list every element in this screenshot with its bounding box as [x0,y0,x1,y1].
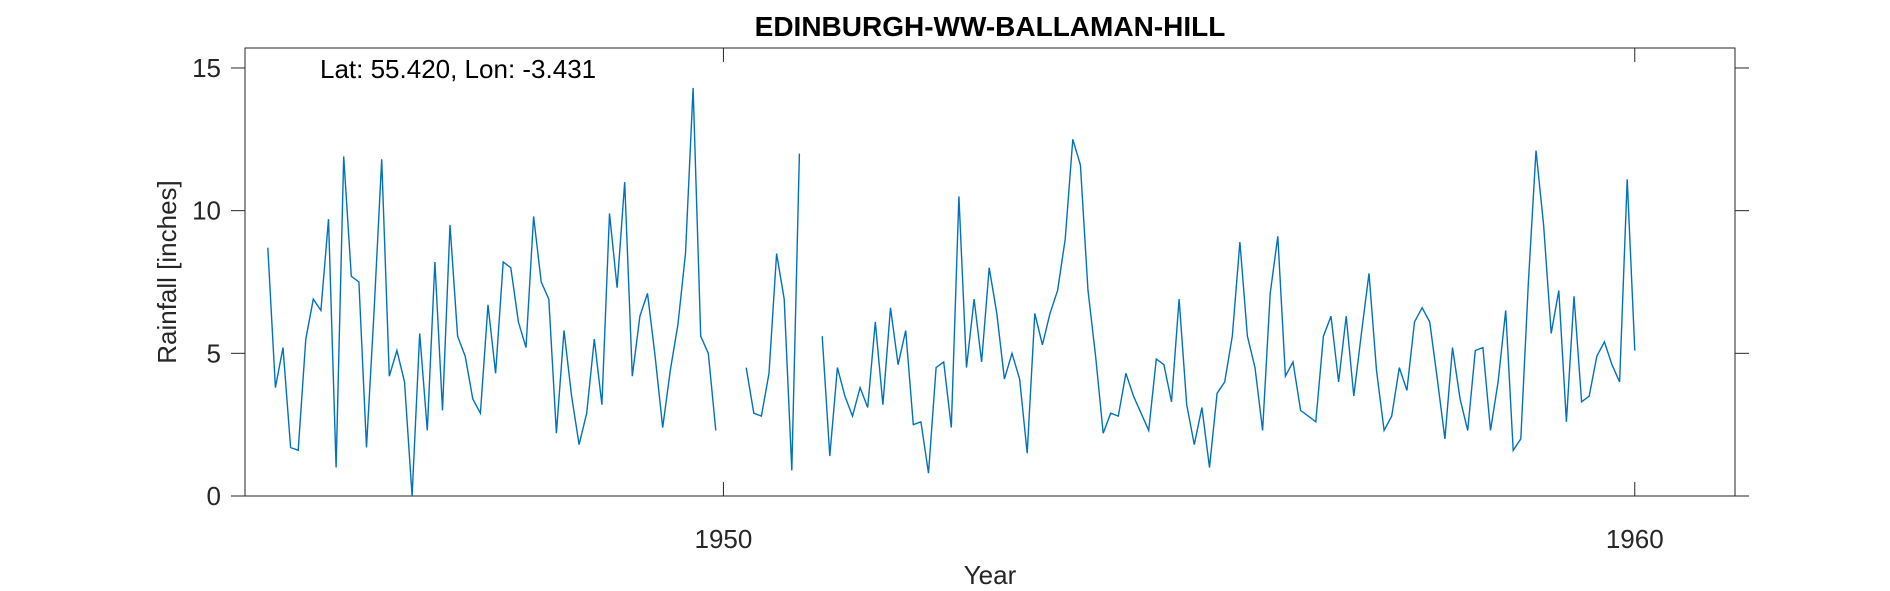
chart-title: EDINBURGH-WW-BALLAMAN-HILL [755,11,1226,42]
lat-lon-annotation: Lat: 55.420, Lon: -3.431 [320,54,596,84]
y-tick-label: 0 [207,481,221,511]
y-tick-label: 15 [192,53,221,83]
x-axis-label: Year [964,560,1017,590]
y-tick-label: 10 [192,196,221,226]
rainfall-series-line [267,87,1636,497]
y-tick-label: 5 [207,338,221,368]
x-tick-label: 1950 [695,524,753,554]
axis-ticks: 0 5 10 15 1950 1960 [192,48,1749,554]
y-axis-label: Rainfall [inches] [152,180,182,364]
x-tick-label: 1960 [1606,524,1664,554]
